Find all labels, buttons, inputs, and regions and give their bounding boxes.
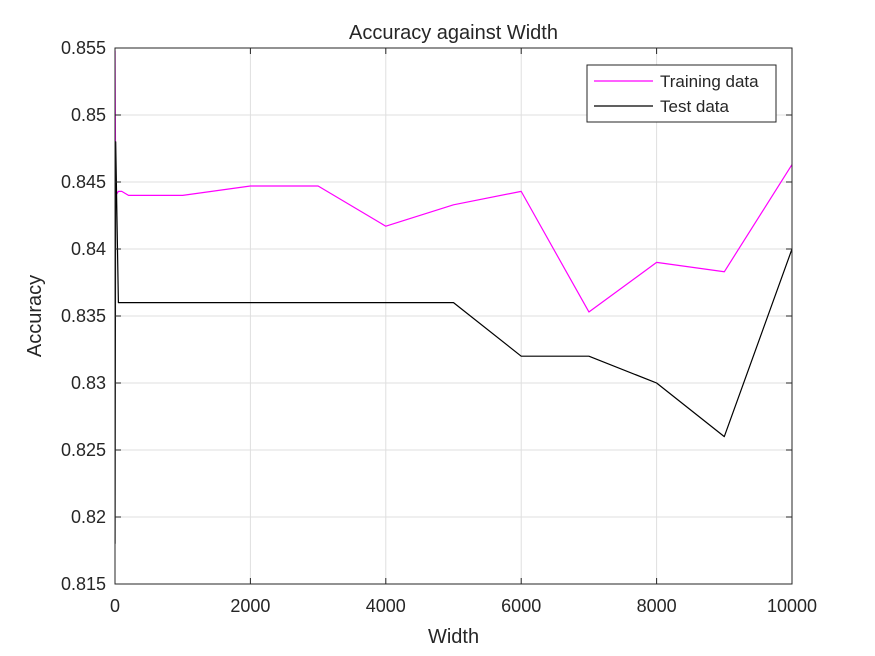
x-tick-label: 0 bbox=[110, 596, 120, 616]
y-axis-label: Accuracy bbox=[24, 275, 46, 357]
legend-label: Test data bbox=[660, 97, 730, 116]
y-tick-label: 0.85 bbox=[71, 105, 106, 125]
legend-label: Training data bbox=[660, 72, 759, 91]
x-tick-label: 10000 bbox=[767, 596, 817, 616]
y-tick-label: 0.855 bbox=[61, 38, 106, 58]
x-tick-label: 8000 bbox=[637, 596, 677, 616]
x-tick-label: 4000 bbox=[366, 596, 406, 616]
series-line-test bbox=[114, 141, 793, 544]
legend: Training data Test data bbox=[586, 64, 777, 123]
y-tick-label: 0.82 bbox=[71, 507, 106, 527]
plot-frame bbox=[114, 47, 793, 585]
chart-title: Accuracy against Width bbox=[349, 22, 558, 44]
tick-labels: 0 2000 4000 6000 8000 10000 0.815 0.82 0.825 0.83… bbox=[61, 38, 817, 616]
y-tick-label: 0.845 bbox=[61, 172, 106, 192]
x-tick-label: 6000 bbox=[501, 596, 541, 616]
series-layer bbox=[114, 50, 793, 544]
y-tick-label: 0.83 bbox=[71, 373, 106, 393]
y-tick-label: 0.835 bbox=[61, 306, 106, 326]
y-tick-label: 0.825 bbox=[61, 440, 106, 460]
legend-box bbox=[586, 64, 777, 123]
series-line-training bbox=[114, 50, 793, 313]
x-tick-label: 2000 bbox=[230, 596, 270, 616]
axes bbox=[114, 47, 793, 585]
x-axis-label: Width bbox=[428, 626, 479, 648]
y-tick-label: 0.815 bbox=[61, 574, 106, 594]
y-tick-label: 0.84 bbox=[71, 239, 106, 259]
